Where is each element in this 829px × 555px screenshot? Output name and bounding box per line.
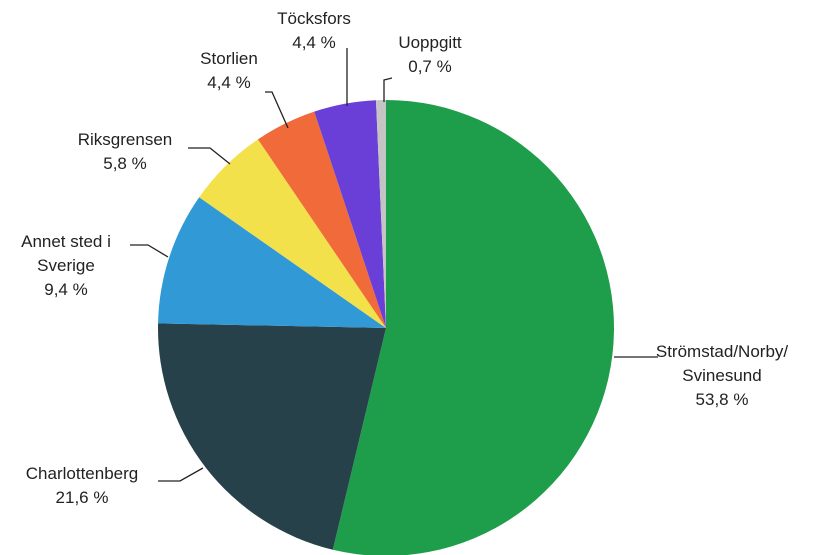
slice-value-label: 4,4 % [207,73,250,92]
slice-value-label: 53,8 % [696,390,749,409]
slice-category-label: Strömstad/Norby/ [656,342,789,361]
leader-line-4 [188,147,231,165]
slice-label-1: Strömstad/Norby/Svinesund 53,8 % [656,342,789,409]
pie-slice-5 [257,111,386,328]
slice-label-5: Storlien 4,4 % [200,49,258,92]
slice-value-label: 9,4 % [44,280,87,299]
slice-labels: Strömstad/Norby/Svinesund 53,8 % Charlotte… [21,9,788,507]
slice-category-label: Svinesund [682,366,761,385]
slice-label-7: Uoppgitt 0,7 % [398,33,462,76]
slice-category-label: Storlien [200,49,258,68]
pie-slice-3 [158,197,386,328]
pie-slice-4 [199,139,386,328]
slice-value-label: 21,6 % [56,488,109,507]
leader-lines [130,48,658,482]
pie-slice-1 [332,100,614,555]
slice-category-label: Uoppgitt [398,33,462,52]
slice-category-label: Sverige [37,256,95,275]
leader-line-5 [265,91,289,129]
slice-value-label: 4,4 % [292,33,335,52]
slice-label-4: Riksgrensen 5,8 % [78,130,173,173]
slice-category-label: Töcksfors [277,9,351,28]
pie-slice-2 [158,323,386,550]
slice-category-label: Annet sted i [21,232,111,251]
slice-value-label: 5,8 % [103,154,146,173]
slice-label-2: Charlottenberg 21,6 % [26,464,138,507]
slice-label-6: Töcksfors 4,4 % [277,9,351,52]
slice-value-label: 0,7 % [408,57,451,76]
pie-slice-6 [314,100,386,328]
leader-line-3 [130,244,169,258]
slice-label-3: Annet sted i Sverige 9,4 % [21,232,111,299]
slice-category-label: Charlottenberg [26,464,138,483]
pie-slice-7 [375,100,386,328]
leader-line-2 [158,467,204,482]
slice-category-label: Riksgrensen [78,130,173,149]
leader-line-7 [383,77,393,102]
pie-slices [158,100,614,555]
